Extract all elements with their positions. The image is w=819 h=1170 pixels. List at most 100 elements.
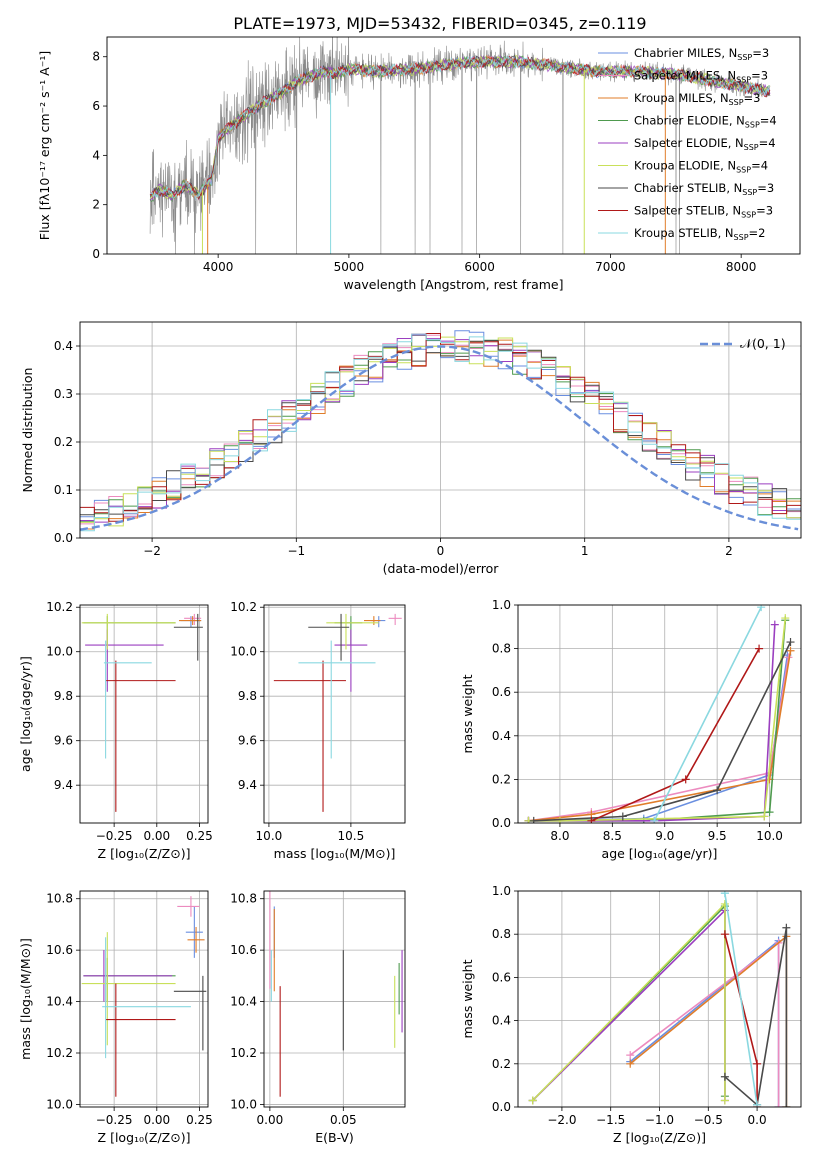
- x-tick-label: −0.5: [694, 1113, 723, 1127]
- axes-frame: [79, 604, 209, 824]
- x-tick-label: −1: [287, 544, 305, 558]
- x-axis-label: wavelength [Angstrom, rest frame]: [343, 277, 563, 292]
- marker-c_stelib: [782, 1103, 791, 1107]
- marker-k_elodie: [720, 899, 729, 908]
- x-tick-label: 1: [581, 544, 589, 558]
- marker-s_stelib: [753, 1059, 762, 1068]
- x-tick-label: 0.00: [257, 1113, 284, 1127]
- y-tick-label: 10.0: [230, 1097, 257, 1111]
- plot-area: [81, 896, 207, 1097]
- series-s_stelib: [591, 648, 760, 822]
- y-tick-label: 9.4: [54, 778, 73, 792]
- grid: [264, 891, 405, 1107]
- y-tick-label: 0.6: [492, 970, 511, 984]
- x-tick-label: 0.25: [186, 829, 213, 843]
- x-tick-label: 0: [437, 544, 445, 558]
- x-tick-label: 6000: [464, 260, 495, 274]
- figure-title: PLATE=1973, MJD=53432, FIBERID=0345, z=0…: [233, 14, 646, 33]
- y-tick-label: 10.2: [46, 600, 73, 614]
- marker-k_stelib: [650, 816, 659, 823]
- y-tick-label: 10.8: [230, 892, 257, 906]
- marker-s_miles: [626, 1051, 635, 1060]
- marker-c_stelib: [782, 923, 791, 932]
- plot-area: [273, 613, 402, 812]
- plot-area: [80, 330, 801, 532]
- x-tick-label: 2: [725, 544, 733, 558]
- axes-frame: [106, 36, 801, 255]
- marker-s_stelib: [681, 775, 690, 784]
- y-tick-label: 9.6: [238, 734, 257, 748]
- x-axis-label: (data-model)/error: [383, 561, 500, 576]
- y-tick-label: 10.8: [46, 892, 73, 906]
- marker-c_elodie: [765, 808, 774, 817]
- gaussian-curve: [80, 345, 799, 531]
- legend-label-s_elodie: Salpeter ELODIE, NSSP=4: [634, 136, 776, 152]
- marker-c_stelib: [786, 638, 795, 647]
- x-tick-label: 10.5: [338, 829, 365, 843]
- y-axis-label: mass weight: [460, 959, 475, 1038]
- x-tick-label: 0.00: [143, 1113, 170, 1127]
- panel-mass_vs_Z: −0.25 0.00 0.25 10.0 10.2 10.4 10.6 10.8 Z [log₁…: [18, 890, 213, 1145]
- x-tick-label: 8.0: [550, 829, 569, 843]
- spectrum-legend: Chabrier MILES, NSSP=3 Salpeter MILES, NS…: [598, 46, 777, 242]
- y-tick-label: 10.0: [46, 645, 73, 659]
- y-tick-label: 10.2: [230, 600, 257, 614]
- hist-c_stelib: [80, 340, 801, 516]
- marker-k_elodie: [528, 1096, 537, 1105]
- plot-area: [81, 613, 203, 812]
- series-c_miles: [528, 654, 789, 822]
- y-tick-label: 0.8: [492, 927, 511, 941]
- x-tick-label: 4000: [203, 260, 234, 274]
- panel-spectrum: 4000 5000 6000 7000 8000 0 2 4 6 8 wavelength [Ang…: [37, 36, 801, 292]
- axes-frame: [263, 890, 406, 1108]
- y-tick-label: 10.2: [46, 1046, 73, 1060]
- y-tick-label: 10.0: [230, 645, 257, 659]
- y-tick-label: 0.0: [492, 816, 511, 830]
- x-tick-label: 0.00: [143, 829, 170, 843]
- x-axis-label: E(B-V): [315, 1130, 354, 1145]
- x-tick-label: 10.0: [256, 829, 283, 843]
- panel-mass_weight_vs_Z: −2.0 −1.5 −1.0 −0.5 0.0 0.0 0.2 0.4 0.6 0.8 1.0 Z […: [460, 884, 802, 1145]
- marker-k_elodie: [781, 614, 790, 623]
- x-tick-label: 8000: [726, 260, 757, 274]
- x-tick-label: 9.0: [655, 829, 674, 843]
- y-tick-label: 0.2: [492, 1057, 511, 1071]
- x-tick-label: 8.5: [603, 829, 622, 843]
- panel-mass_weight_vs_age: 8.0 8.5 9.0 9.5 10.0 0.0 0.2 0.4 0.6 0.8 1.0 age [l…: [460, 598, 802, 861]
- y-axis-label: Normed distribution: [20, 368, 35, 493]
- panel-age_vs_mass: 10.0 10.5 9.4 9.6 9.8 10.0 10.2 mass [log₁₀(M/M…: [230, 600, 406, 861]
- x-axis-label: mass [log₁₀(M/M⊙)]: [274, 846, 396, 861]
- x-tick-label: 7000: [595, 260, 626, 274]
- model-spectrum-k_stelib: [150, 54, 771, 201]
- marker-k_miles: [786, 646, 795, 655]
- x-tick-label: −0.25: [96, 1113, 133, 1127]
- y-tick-label: 10.6: [230, 943, 257, 957]
- x-tick-label: 0.05: [330, 1113, 357, 1127]
- x-tick-label: 10.0: [756, 829, 783, 843]
- y-tick-label: 10.6: [46, 943, 73, 957]
- y-axis-label: age [log₁₀(age/yr)]: [18, 656, 33, 772]
- x-axis-label: Z [log₁₀(Z/Z⊙)]: [98, 846, 191, 861]
- x-axis-label: Z [log₁₀(Z/Z⊙)]: [613, 1130, 706, 1145]
- series-c_stelib: [724, 927, 788, 1107]
- legend-label-k_miles: Kroupa MILES, NSSP=3: [634, 91, 760, 107]
- y-axis-label: mass weight: [460, 674, 475, 753]
- y-tick-label: 0.8: [492, 642, 511, 656]
- marker-s_miles: [774, 1103, 783, 1107]
- marker-s_stelib: [755, 644, 764, 653]
- marker-s_stelib: [587, 816, 596, 823]
- axes-frame: [517, 890, 802, 1108]
- axes-frame: [517, 604, 802, 824]
- y-tick-label: 0.2: [492, 772, 511, 786]
- axes-frame: [79, 321, 802, 539]
- grid: [80, 605, 208, 823]
- series-s_miles: [528, 657, 790, 822]
- x-tick-label: 9.5: [708, 829, 727, 843]
- series-k_stelib: [653, 606, 762, 822]
- y-tick-label: 2: [92, 198, 100, 212]
- y-tick-label: 9.6: [54, 734, 73, 748]
- panel-mass_vs_EBV: 0.00 0.05 10.0 10.2 10.4 10.6 10.8 E(B-V): [230, 890, 406, 1145]
- legend-label-c_miles: Chabrier MILES, NSSP=3: [634, 46, 769, 62]
- y-axis-label: Flux [fλ10⁻¹⁷ erg cm⁻² s⁻¹ A⁻¹]: [37, 51, 52, 240]
- x-tick-label: 0.25: [186, 1113, 213, 1127]
